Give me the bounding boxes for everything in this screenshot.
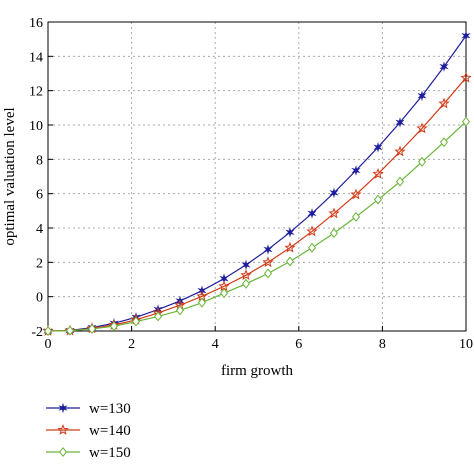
data-point [351, 165, 361, 176]
series-w=140 [42, 71, 472, 336]
y-tick-label: 16 [29, 16, 43, 31]
x-tick-label: 6 [295, 337, 302, 352]
data-point [307, 208, 317, 219]
data-point [285, 256, 295, 267]
data-point [373, 194, 383, 205]
x-tick-label: 2 [128, 337, 135, 352]
legend-item: w=130 [46, 401, 131, 417]
y-tick-label: 8 [36, 153, 43, 168]
legend-item: w=140 [46, 423, 131, 439]
series-group [42, 30, 472, 337]
legend-label: w=150 [89, 445, 131, 461]
data-point [394, 145, 406, 157]
data-point [329, 228, 339, 239]
data-point [65, 325, 75, 336]
data-point [395, 176, 405, 187]
x-tick-label: 0 [45, 337, 52, 352]
data-point [306, 225, 318, 237]
data-point [350, 188, 362, 200]
data-point [131, 316, 141, 327]
data-point [395, 117, 405, 128]
data-point [328, 207, 340, 219]
legend-marker [58, 447, 68, 457]
legend: w=130 w=140 w=150 [46, 401, 131, 461]
y-tick-label: -2 [31, 325, 43, 340]
data-point [372, 167, 384, 179]
data-point [416, 122, 428, 134]
data-point [241, 259, 251, 271]
data-point [263, 268, 273, 279]
data-point [109, 321, 119, 332]
y-tick-label: 2 [36, 256, 43, 271]
data-point [351, 211, 361, 222]
data-point [438, 97, 450, 109]
data-point [439, 137, 449, 148]
legend-marker [58, 402, 68, 414]
y-tick-label: 4 [36, 222, 43, 237]
data-point [175, 305, 185, 316]
data-point [87, 323, 97, 334]
series-line [47, 35, 467, 332]
data-point [417, 156, 427, 167]
y-tick-label: 12 [29, 85, 43, 100]
data-point [307, 242, 317, 253]
legend-label: w=130 [89, 401, 131, 417]
x-tick-label: 8 [379, 337, 386, 352]
y-axis-label: optimal valuation level [2, 107, 18, 245]
data-point [241, 278, 251, 289]
series-line [47, 77, 467, 332]
data-point [285, 226, 295, 238]
data-point [219, 288, 229, 299]
series-w=150 [43, 116, 471, 336]
data-point [373, 142, 383, 153]
y-tick-label: 6 [36, 188, 43, 203]
data-point [284, 241, 296, 253]
y-tick-label: 0 [36, 291, 43, 306]
data-point [263, 244, 273, 255]
data-point [240, 269, 252, 281]
data-point [417, 90, 427, 102]
data-point [460, 71, 472, 83]
series-w=130 [43, 30, 471, 337]
y-tick-label: 10 [29, 119, 43, 134]
data-point [439, 61, 449, 72]
x-tick-label: 4 [212, 337, 219, 352]
x-tick-label: 10 [459, 337, 473, 352]
series-line [47, 121, 467, 332]
legend-item: w=150 [46, 445, 131, 461]
data-point [153, 311, 163, 322]
data-point [329, 187, 339, 199]
x-axis-label: firm growth [221, 363, 294, 379]
legend-label: w=140 [89, 423, 131, 439]
y-tick-label: 14 [29, 50, 43, 65]
data-point [197, 297, 207, 308]
data-point [461, 30, 471, 42]
grid-lines [48, 22, 466, 331]
plot-frame [47, 21, 467, 332]
data-point [461, 116, 471, 127]
data-point [262, 256, 274, 268]
data-point [43, 326, 53, 336]
legend-marker [57, 424, 69, 435]
